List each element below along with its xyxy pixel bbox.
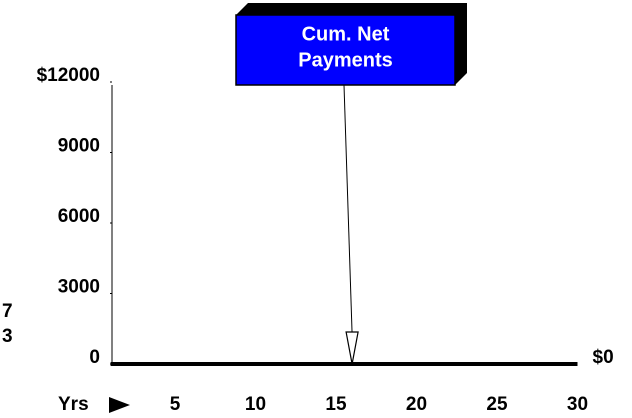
x-tick-label: 20 [406,394,427,415]
x-tick-label: 25 [486,394,508,415]
x-tick-label: 30 [567,394,588,415]
x-tick-label: 10 [245,394,266,415]
value-label: $0 [593,347,614,368]
x-tick-label: 15 [325,394,347,415]
annotation-text: Payments [298,49,393,71]
y-tick-label: 0 [89,347,100,368]
x-tick-label: 5 [170,394,181,415]
x-axis-label: Yrs [58,394,89,415]
y-tick-label: 9000 [58,136,100,157]
side-text: 7 [2,301,13,322]
annotation-arrow [343,84,353,335]
side-text: 3 [2,326,13,347]
annotation-text: Cum. Net [302,23,390,45]
y-tick-label: 3000 [58,277,100,298]
x-axis-label-group: Yrs [58,394,130,415]
annotation-shadow [236,3,467,85]
annotation-box [235,14,456,86]
annotation-arrowhead [345,331,359,365]
y-tick-label: $12000 [37,65,100,86]
y-tick-label: 6000 [58,206,100,227]
x-axis-arrow [109,397,130,413]
